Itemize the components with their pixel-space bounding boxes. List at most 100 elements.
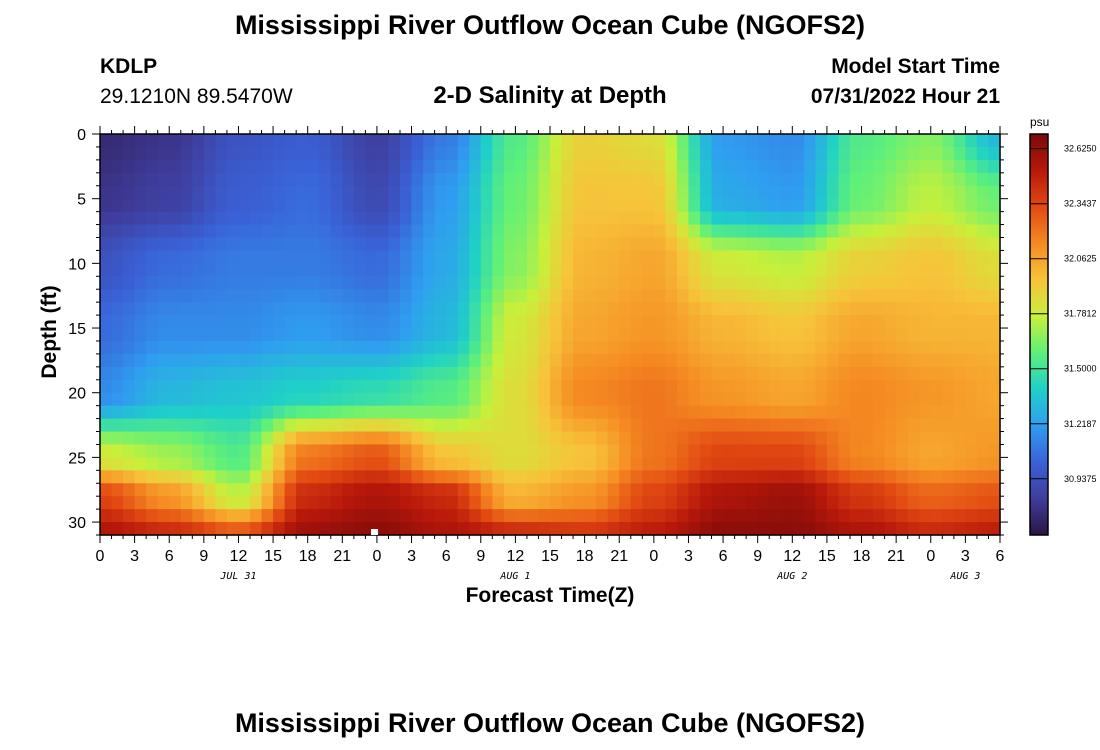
heatmap-cell [734, 250, 747, 264]
heatmap-cell [538, 276, 551, 290]
heatmap-cell [273, 134, 286, 148]
heatmap-cell [284, 496, 297, 510]
heatmap-cell [596, 392, 609, 407]
heatmap-cell [203, 457, 216, 471]
heatmap-cell [250, 405, 263, 420]
heatmap-cell [515, 418, 528, 433]
heatmap-cell [192, 366, 205, 381]
heatmap-cell [746, 431, 759, 446]
heatmap-cell [596, 224, 609, 239]
heatmap-cell [619, 431, 632, 446]
heatmap-cell [503, 431, 516, 446]
heatmap-cell [273, 392, 286, 407]
heatmap-cell [803, 509, 816, 523]
heatmap-cell [976, 198, 990, 213]
heatmap-cell [976, 250, 990, 264]
heatmap-cell [953, 405, 966, 420]
heatmap-cell [884, 340, 897, 355]
heatmap-cell [942, 159, 955, 174]
heatmap-cell [838, 392, 851, 407]
heatmap-cell [503, 328, 516, 342]
heatmap-cell [330, 159, 343, 174]
heatmap-cell [734, 353, 747, 368]
heatmap-cell [423, 198, 436, 213]
heatmap-cell [238, 418, 251, 433]
heatmap-cell [861, 315, 874, 329]
heatmap-cell [550, 211, 563, 226]
heatmap-cell [838, 134, 851, 148]
heatmap-cell [203, 444, 216, 458]
heatmap-cell [596, 483, 609, 497]
heatmap-cell [723, 159, 736, 174]
heatmap-cell [919, 470, 932, 484]
heatmap-cell [792, 159, 805, 174]
heatmap-cell [619, 328, 632, 342]
heatmap-cell [111, 340, 124, 355]
heatmap-cell [307, 134, 320, 148]
heatmap-cell [746, 457, 759, 471]
heatmap-cell [561, 496, 574, 510]
heatmap-cell [180, 198, 193, 213]
heatmap-cell [826, 237, 840, 252]
heatmap-cell [203, 276, 216, 290]
heatmap-cell [180, 250, 193, 264]
heatmap-cell [896, 328, 909, 342]
heatmap-cell [723, 302, 736, 316]
heatmap-cell [296, 250, 309, 264]
heatmap-cell [123, 250, 136, 264]
heatmap-cell [596, 289, 609, 303]
heatmap-cell [226, 172, 240, 187]
heatmap-cell [919, 263, 932, 277]
heatmap-cell [319, 302, 332, 316]
heatmap-cell [319, 134, 332, 148]
heatmap-cell [134, 340, 147, 355]
heatmap-cell [700, 379, 713, 394]
heatmap-cell [850, 250, 863, 264]
heatmap-cell [480, 366, 493, 381]
heatmap-cell [261, 457, 274, 471]
heatmap-cell [146, 185, 159, 200]
heatmap-cell [861, 146, 874, 161]
heatmap-cell [988, 392, 1001, 407]
heatmap-cell [607, 250, 620, 264]
heatmap-cell [307, 146, 320, 161]
heatmap-cell [607, 263, 620, 277]
heatmap-cell [457, 340, 470, 355]
heatmap-cell [365, 457, 378, 471]
heatmap-cell [884, 418, 897, 433]
heatmap-cell [446, 431, 459, 446]
heatmap-cell [942, 289, 955, 303]
heatmap-cell [365, 134, 378, 148]
heatmap-cell [203, 522, 216, 536]
heatmap-cell [284, 340, 297, 355]
heatmap-cell [423, 276, 436, 290]
heatmap-cell [503, 276, 516, 290]
heatmap-cell [123, 470, 136, 484]
heatmap-cell [676, 470, 690, 484]
heatmap-cell [676, 315, 690, 329]
heatmap-cell [884, 315, 897, 329]
heatmap-cell [688, 470, 701, 484]
heatmap-cell [203, 185, 216, 200]
heatmap-cell [976, 134, 990, 148]
heatmap-cell [573, 366, 586, 381]
x-tick-label: 0 [372, 548, 381, 565]
heatmap-cell [457, 134, 470, 148]
heatmap-cell [896, 146, 909, 161]
heatmap-cell [630, 250, 643, 264]
heatmap-cell [815, 444, 828, 458]
heatmap-cell [988, 159, 1001, 174]
heatmap-cell [319, 224, 332, 239]
heatmap-cell [180, 276, 193, 290]
heatmap-cell [515, 315, 528, 329]
heatmap-cell [746, 211, 759, 226]
heatmap-cell [250, 366, 263, 381]
heatmap-cell [965, 198, 978, 213]
heatmap-cell [561, 237, 574, 252]
heatmap-cell [261, 172, 274, 187]
heatmap-cell [642, 353, 655, 368]
heatmap-cell [665, 340, 678, 355]
heatmap-cell [642, 340, 655, 355]
heatmap-cell [192, 237, 205, 252]
